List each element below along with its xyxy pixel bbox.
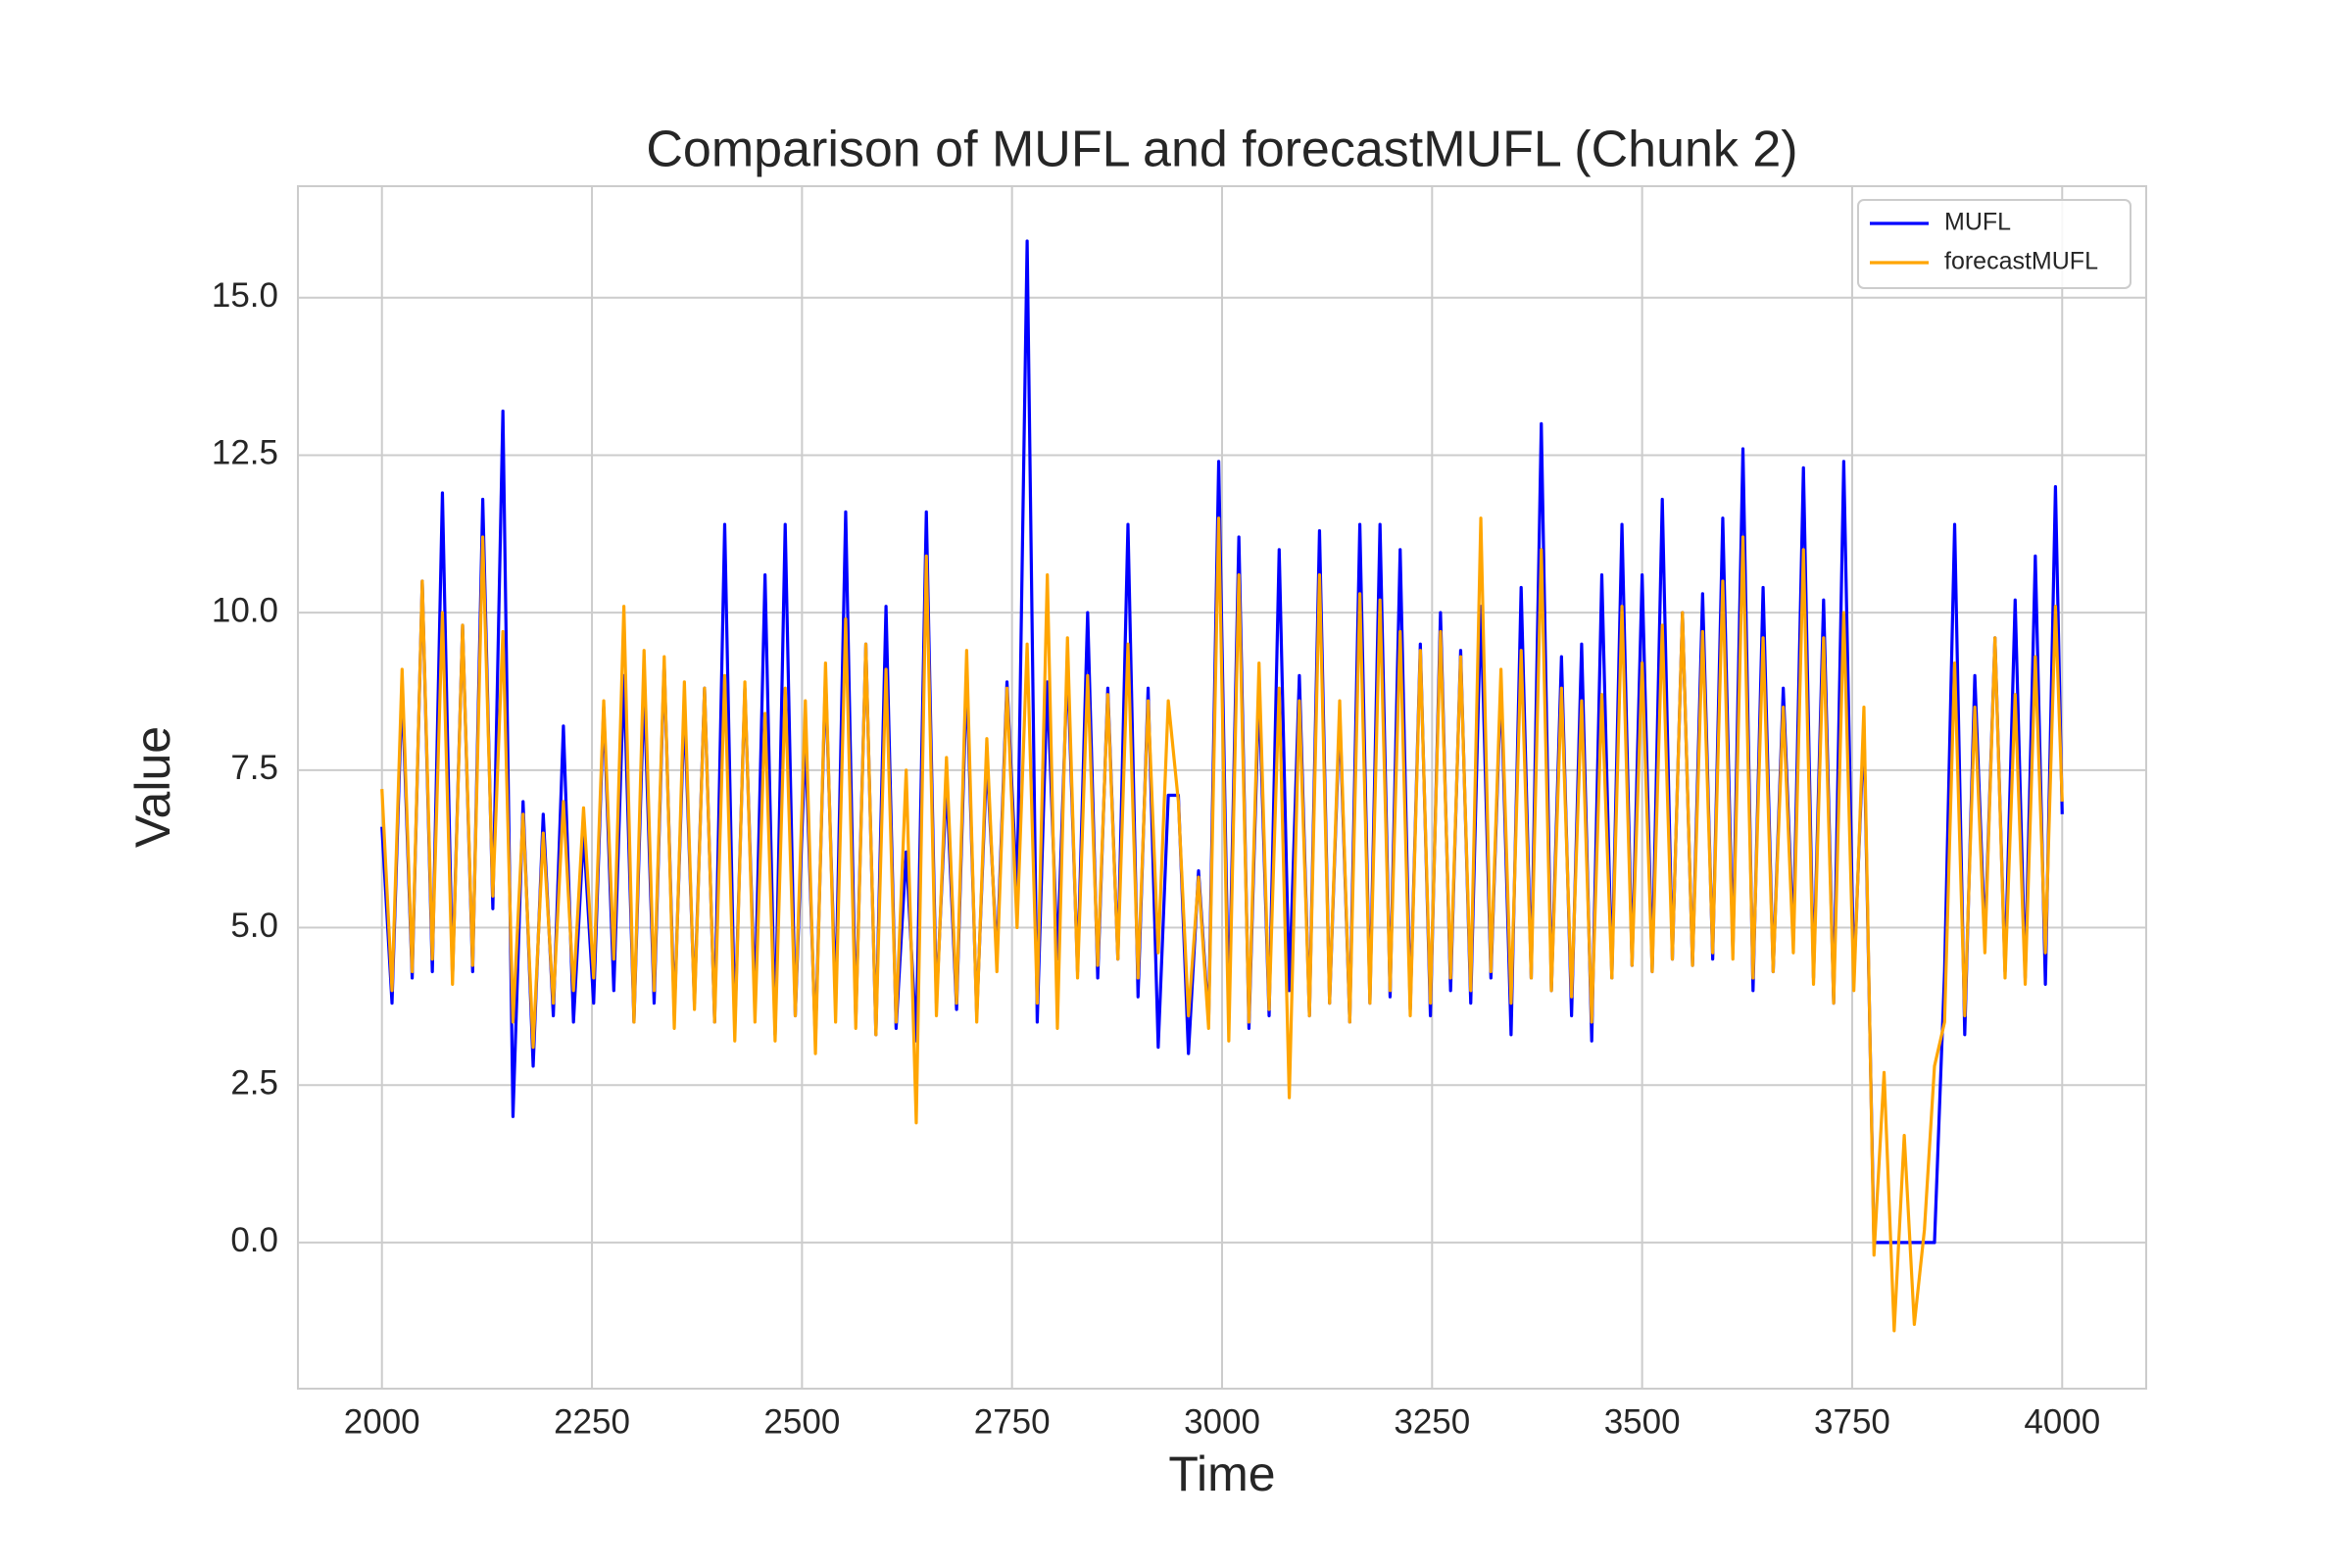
legend: MUFL forecastMUFL [1857,199,2132,289]
legend-label: MUFL [1944,209,2011,236]
x-tick-label: 3250 [1394,1402,1470,1441]
legend-label: forecastMUFL [1944,248,2098,275]
x-tick-label: 4000 [2024,1402,2100,1441]
y-tick-label: 5.0 [230,906,278,945]
x-tick-label: 3500 [1604,1402,1681,1441]
chart-title: Comparison of MUFL and forecastMUFL (Chu… [646,122,1797,178]
y-tick-label: 12.5 [212,434,278,472]
x-tick-label: 2750 [974,1402,1051,1441]
x-tick-label: 3000 [1184,1402,1260,1441]
y-axis-label: Value [125,726,180,848]
y-tick-label: 0.0 [230,1221,278,1259]
y-tick-label: 15.0 [212,276,278,315]
x-tick-label: 2000 [344,1402,420,1441]
series-line [380,516,2064,1333]
x-tick-label: 2250 [554,1402,630,1441]
y-tick-label: 2.5 [230,1063,278,1102]
x-tick-label: 3750 [1814,1402,1890,1441]
x-axis-label: Time [1168,1446,1275,1501]
plot-frame [297,185,2147,1390]
y-tick-label: 7.5 [230,749,278,787]
y-tick-label: 10.0 [212,591,278,629]
x-tick-label: 2500 [763,1402,840,1441]
